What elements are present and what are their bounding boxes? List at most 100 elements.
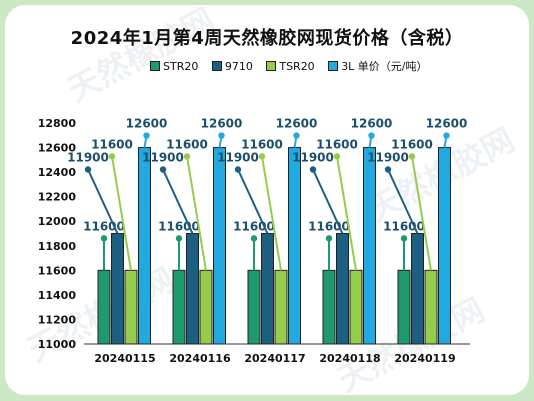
label-leader-line (387, 169, 419, 234)
legend-label: STR20 (163, 60, 199, 73)
label-leader-dot (333, 153, 341, 160)
y-tick-label: 11400 (38, 289, 77, 302)
bar (186, 233, 199, 345)
bar (424, 269, 438, 345)
x-tick-label: 20240115 (94, 352, 155, 365)
label-leader-dot (159, 166, 167, 173)
chart-title: 2024年1月第4周天然橡胶网现货价格（含税） (70, 28, 464, 49)
data-label: 11600 (383, 219, 425, 233)
data-label: 11900 (217, 151, 259, 165)
bar (322, 269, 336, 345)
data-label: 11600 (308, 219, 350, 233)
label-leader-dot (250, 235, 258, 242)
bar (138, 147, 151, 345)
data-label: 11600 (83, 219, 125, 233)
y-tick-label: 12800 (38, 117, 77, 130)
data-label: 11600 (91, 137, 133, 151)
data-label: 11600 (241, 137, 283, 151)
data-label: 11900 (367, 151, 409, 165)
data-label: 11600 (158, 219, 200, 233)
label-leader-dot (325, 235, 333, 242)
legend-item: STR20 (150, 60, 198, 73)
legend-swatch (266, 61, 277, 71)
label-leader-line (186, 156, 207, 271)
label-leader-line (111, 156, 132, 271)
label-leader-dot (100, 235, 108, 242)
label-leader-dot (293, 132, 300, 139)
bar (124, 269, 138, 345)
label-leader-dot (143, 132, 150, 139)
label-leader-dot (183, 153, 191, 160)
label-leader-line (336, 156, 357, 271)
y-tick-label: 11000 (38, 338, 77, 351)
label-leader-dot (408, 153, 416, 160)
label-leader-line (312, 169, 344, 234)
x-tick-label: 20240118 (319, 352, 380, 365)
label-leader-dot (384, 166, 392, 173)
data-label: 11900 (292, 151, 334, 165)
bar (397, 269, 411, 345)
y-tick-label: 12400 (38, 166, 77, 179)
data-label: 11900 (142, 151, 184, 165)
y-tick-label: 11200 (38, 313, 77, 326)
bar (288, 147, 301, 345)
x-tick-label: 20240119 (394, 352, 455, 365)
legend-swatch (211, 61, 222, 71)
legend-label: TSR20 (279, 60, 315, 73)
label-leader-dot (84, 166, 92, 173)
data-label: 12600 (201, 117, 243, 131)
label-leader-dot (175, 235, 183, 242)
data-label: 11600 (316, 137, 358, 151)
label-leader-line (261, 156, 282, 271)
legend: STR20 9710 TSR20 3L 单价（元/吨） (150, 58, 438, 74)
bar (213, 147, 226, 345)
bar (199, 269, 213, 345)
bar (363, 147, 376, 345)
legend-swatch (150, 61, 160, 71)
bar (411, 233, 424, 345)
label-leader-line (87, 169, 119, 234)
y-tick-label: 12200 (38, 191, 77, 204)
label-leader-line (411, 156, 432, 271)
data-label: 12600 (276, 117, 318, 131)
data-label: 12600 (351, 117, 393, 131)
label-leader-dot (309, 166, 317, 173)
legend-item: 3L 单价（元/吨） (328, 58, 428, 74)
label-leader-dot (108, 153, 116, 160)
data-label: 12600 (126, 117, 168, 131)
label-leader-dot (258, 153, 266, 160)
label-leader-dot (368, 132, 375, 139)
bar (111, 233, 124, 345)
data-label: 12600 (426, 117, 468, 131)
x-tick-label: 20240117 (244, 352, 305, 365)
y-tick-label: 12600 (38, 142, 77, 155)
legend-label: 3L 单价（元/吨） (341, 60, 428, 73)
y-tick-label: 11800 (38, 240, 77, 253)
legend-item: TSR20 (266, 60, 315, 73)
legend-item: 9710 (211, 60, 253, 73)
label-leader-dot (400, 235, 408, 242)
bar (261, 233, 274, 345)
bar (438, 147, 451, 345)
data-label: 11600 (391, 137, 433, 151)
label-leader-dot (218, 132, 225, 139)
bar (172, 269, 186, 345)
label-leader-line (162, 169, 194, 234)
bar (336, 233, 349, 345)
legend-label: 9710 (224, 60, 253, 73)
label-leader-dot (234, 166, 242, 173)
x-tick-label: 20240116 (169, 352, 231, 365)
label-leader-line (237, 169, 269, 234)
label-leader-dot (443, 132, 450, 139)
y-tick-label: 12000 (38, 215, 77, 228)
y-tick-label: 11600 (38, 264, 77, 277)
data-label: 11600 (166, 137, 208, 151)
data-label: 11600 (233, 219, 275, 233)
bar (349, 269, 363, 345)
bar (274, 269, 288, 345)
bar (247, 269, 261, 345)
bar (97, 269, 111, 345)
data-label: 11900 (67, 151, 109, 165)
legend-swatch (328, 61, 339, 71)
